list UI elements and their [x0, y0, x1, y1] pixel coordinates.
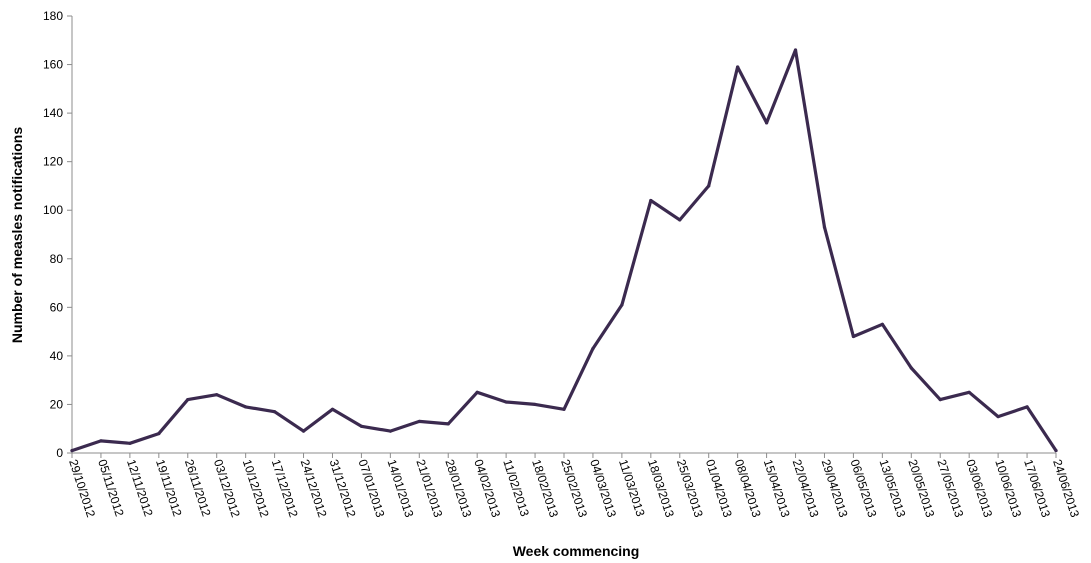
data-point: [533, 402, 537, 407]
data-point: [128, 441, 132, 445]
y-tick-label: 60: [50, 300, 64, 314]
x-axis: 29/10/201205/11/201212/11/201219/11/2012…: [66, 452, 1082, 520]
series-group: [70, 48, 1058, 453]
x-tick-label: 10/06/2013: [992, 458, 1024, 520]
x-tick-label: 01/04/2013: [703, 458, 735, 520]
data-point: [446, 422, 450, 426]
data-point: [880, 322, 884, 326]
data-point: [186, 397, 190, 402]
data-point: [215, 393, 219, 397]
x-tick-label: 25/02/2013: [558, 458, 590, 520]
x-tick-label: 18/02/2013: [529, 458, 561, 520]
data-point: [707, 184, 711, 188]
x-tick-label: 24/12/2012: [298, 458, 330, 520]
data-point: [764, 121, 769, 125]
data-point: [678, 218, 682, 222]
y-axis-title: Number of measles notifications: [9, 127, 25, 343]
x-tick-label: 17/12/2012: [269, 458, 301, 520]
x-tick-label: 21/01/2013: [413, 458, 445, 520]
data-point: [591, 347, 595, 351]
data-point: [417, 419, 421, 424]
data-point: [996, 414, 1000, 419]
y-tick-label: 80: [50, 252, 64, 266]
y-tick-label: 120: [43, 155, 63, 169]
y-tick-label: 180: [43, 9, 63, 23]
x-tick-label: 10/12/2012: [240, 458, 272, 520]
x-tick-label: 20/05/2013: [905, 458, 937, 520]
x-tick-label: 11/02/2013: [500, 458, 532, 519]
x-tick-label: 03/06/2013: [963, 458, 995, 520]
y-tick-label: 0: [56, 446, 63, 460]
x-tick-label: 15/04/2013: [761, 458, 793, 520]
data-point: [822, 225, 827, 229]
data-point: [70, 448, 74, 453]
y-tick-label: 20: [50, 397, 64, 411]
data-point: [620, 303, 624, 307]
x-tick-label: 18/03/2013: [645, 458, 677, 520]
x-tick-label: 27/05/2013: [934, 458, 966, 520]
data-point: [504, 400, 508, 404]
data-point: [272, 410, 277, 414]
series-line: [70, 48, 1058, 453]
x-tick-label: 08/04/2013: [732, 458, 764, 520]
x-tick-label: 11/03/2013: [616, 458, 648, 519]
data-point: [562, 407, 566, 411]
x-tick-label: 29/04/2013: [819, 458, 851, 520]
data-point: [388, 429, 392, 433]
x-tick-label: 22/04/2013: [790, 458, 822, 520]
x-tick-label: 06/05/2013: [848, 458, 880, 520]
data-point: [475, 390, 479, 394]
x-tick-label: 29/10/2012: [66, 458, 98, 520]
data-point: [967, 390, 971, 394]
x-tick-label: 17/06/2013: [1021, 458, 1053, 520]
x-tick-label: 07/01/2013: [356, 458, 388, 520]
data-point: [359, 424, 364, 428]
data-point: [1054, 448, 1058, 453]
x-tick-label: 26/11/2012: [182, 458, 214, 519]
y-tick-label: 140: [43, 106, 63, 120]
data-point: [301, 429, 306, 433]
data-point: [736, 65, 740, 69]
y-tick-label: 40: [50, 349, 64, 363]
x-tick-label: 14/01/2013: [384, 458, 416, 520]
data-point: [851, 334, 856, 339]
data-point: [1025, 405, 1029, 409]
x-tick-label: 24/06/2013: [1050, 458, 1082, 520]
x-tick-label: 12/11/2012: [124, 458, 156, 519]
x-tick-label: 04/03/2013: [587, 458, 619, 520]
data-point: [909, 366, 913, 370]
x-tick-label: 13/05/2013: [876, 458, 908, 520]
y-tick-label: 160: [43, 58, 63, 72]
y-axis: 0 20 40 60 80 100 120 140 160 180: [43, 9, 73, 460]
data-point: [649, 198, 653, 203]
x-tick-label: 05/11/2012: [95, 458, 127, 519]
data-point: [244, 405, 248, 409]
x-tick-label: 31/12/2012: [327, 458, 359, 520]
y-tick-label: 100: [43, 203, 63, 217]
data-point: [99, 439, 103, 443]
data-point: [157, 431, 161, 436]
data-point: [938, 397, 942, 402]
x-tick-label: 04/02/2013: [471, 458, 503, 520]
x-tick-label: 19/11/2012: [153, 458, 185, 519]
x-tick-label: 03/12/2012: [211, 458, 243, 520]
data-point: [793, 48, 798, 52]
x-axis-title: Week commencing: [513, 543, 640, 559]
x-tick-label: 25/03/2013: [674, 458, 706, 520]
x-tick-label: 28/01/2013: [442, 458, 474, 520]
data-point: [330, 407, 335, 411]
